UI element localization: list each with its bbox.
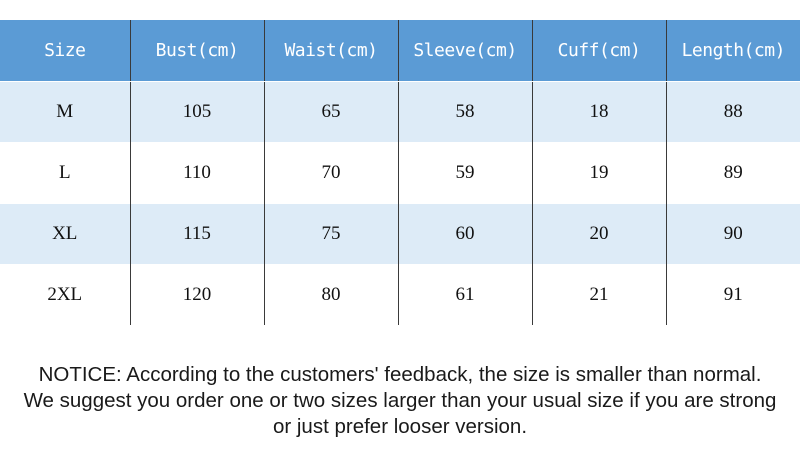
- header-bust: Bust(cm): [129, 20, 265, 82]
- cell-size: L: [0, 142, 131, 204]
- cell-sleeve: 59: [397, 142, 533, 204]
- cell-cuff: 20: [531, 203, 667, 265]
- cell-length: 91: [665, 264, 800, 325]
- cell-waist: 75: [263, 203, 399, 265]
- cell-bust: 115: [129, 203, 265, 265]
- cell-size: M: [0, 81, 131, 143]
- cell-cuff: 21: [531, 264, 667, 325]
- cell-cuff: 18: [531, 81, 667, 143]
- header-length: Length(cm): [665, 20, 800, 82]
- header-sleeve: Sleeve(cm): [397, 20, 533, 82]
- table-header-row: Size Bust(cm) Waist(cm) Sleeve(cm) Cuff(…: [0, 20, 800, 82]
- cell-bust: 110: [129, 142, 265, 204]
- header-waist: Waist(cm): [263, 20, 399, 82]
- header-cuff: Cuff(cm): [531, 20, 667, 82]
- cell-waist: 65: [263, 81, 399, 143]
- table-row-m: M 105 65 58 18 88: [0, 81, 800, 143]
- cell-bust: 120: [129, 264, 265, 325]
- cell-size: 2XL: [0, 264, 131, 325]
- cell-sleeve: 61: [397, 264, 533, 325]
- cell-bust: 105: [129, 81, 265, 143]
- header-size: Size: [0, 20, 131, 82]
- cell-length: 88: [665, 81, 800, 143]
- cell-length: 89: [665, 142, 800, 204]
- notice-line-3: or just prefer looser version.: [272, 415, 528, 438]
- notice-line-2: We suggest you order one or two sizes la…: [23, 389, 777, 412]
- sizing-notice: NOTICE: According to the customers' feed…: [0, 362, 800, 440]
- table-row-l: L 110 70 59 19 89: [0, 142, 800, 204]
- cell-waist: 70: [263, 142, 399, 204]
- table-row-xl: XL 115 75 60 20 90: [0, 203, 800, 265]
- table-row-2xl: 2XL 120 80 61 21 91: [0, 264, 800, 325]
- cell-size: XL: [0, 203, 131, 265]
- cell-length: 90: [665, 203, 800, 265]
- notice-line-1: NOTICE: According to the customers' feed…: [38, 363, 762, 386]
- cell-sleeve: 58: [397, 81, 533, 143]
- cell-cuff: 19: [531, 142, 667, 204]
- cell-waist: 80: [263, 264, 399, 325]
- cell-sleeve: 60: [397, 203, 533, 265]
- size-chart-table: Size Bust(cm) Waist(cm) Sleeve(cm) Cuff(…: [0, 20, 800, 325]
